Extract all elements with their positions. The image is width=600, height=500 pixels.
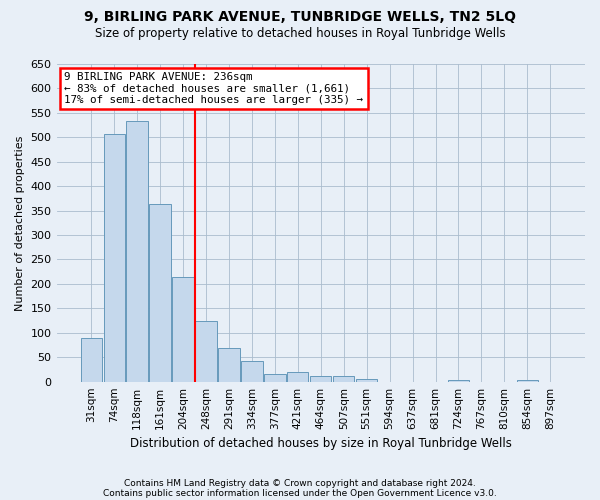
- Bar: [517, 380, 538, 382]
- X-axis label: Distribution of detached houses by size in Royal Tunbridge Wells: Distribution of detached houses by size …: [130, 437, 512, 450]
- Bar: [172, 276, 194, 382]
- Y-axis label: Number of detached properties: Number of detached properties: [15, 135, 25, 310]
- Text: Contains HM Land Registry data © Crown copyright and database right 2024.: Contains HM Land Registry data © Crown c…: [124, 478, 476, 488]
- Bar: [80, 338, 102, 382]
- Text: 9 BIRLING PARK AVENUE: 236sqm
← 83% of detached houses are smaller (1,661)
17% o: 9 BIRLING PARK AVENUE: 236sqm ← 83% of d…: [64, 72, 364, 105]
- Bar: [448, 380, 469, 382]
- Bar: [264, 374, 286, 382]
- Bar: [149, 204, 171, 382]
- Bar: [127, 121, 148, 382]
- Bar: [241, 361, 263, 382]
- Text: Contains public sector information licensed under the Open Government Licence v3: Contains public sector information licen…: [103, 488, 497, 498]
- Bar: [333, 376, 355, 382]
- Text: Size of property relative to detached houses in Royal Tunbridge Wells: Size of property relative to detached ho…: [95, 28, 505, 40]
- Text: 9, BIRLING PARK AVENUE, TUNBRIDGE WELLS, TN2 5LQ: 9, BIRLING PARK AVENUE, TUNBRIDGE WELLS,…: [84, 10, 516, 24]
- Bar: [310, 376, 331, 382]
- Bar: [218, 348, 239, 382]
- Bar: [356, 379, 377, 382]
- Bar: [104, 134, 125, 382]
- Bar: [196, 320, 217, 382]
- Bar: [287, 372, 308, 382]
